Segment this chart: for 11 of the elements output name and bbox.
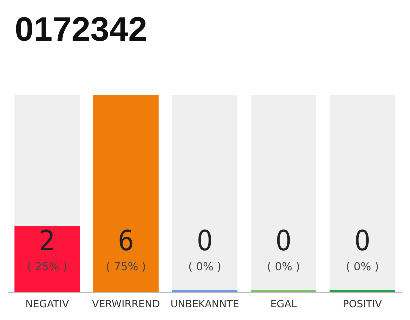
x-tick-label: NEGATIV <box>26 300 70 310</box>
data-label: 0 ( 0% ) <box>346 224 380 274</box>
data-label: 2 ( 25% ) <box>27 224 68 274</box>
data-label: 0 ( 0% ) <box>188 224 222 274</box>
data-label: 6 ( 75% ) <box>106 224 146 274</box>
x-tick-label: UNBEKANNTE <box>170 300 240 310</box>
x-tick-label: POSITIV <box>343 300 382 310</box>
data-label: 0 ( 0% ) <box>267 224 300 274</box>
x-tick-label: EGAL <box>270 300 298 310</box>
x-tick-label: VERWIRREND <box>92 300 160 310</box>
chart-title: 0172342 <box>15 11 148 49</box>
